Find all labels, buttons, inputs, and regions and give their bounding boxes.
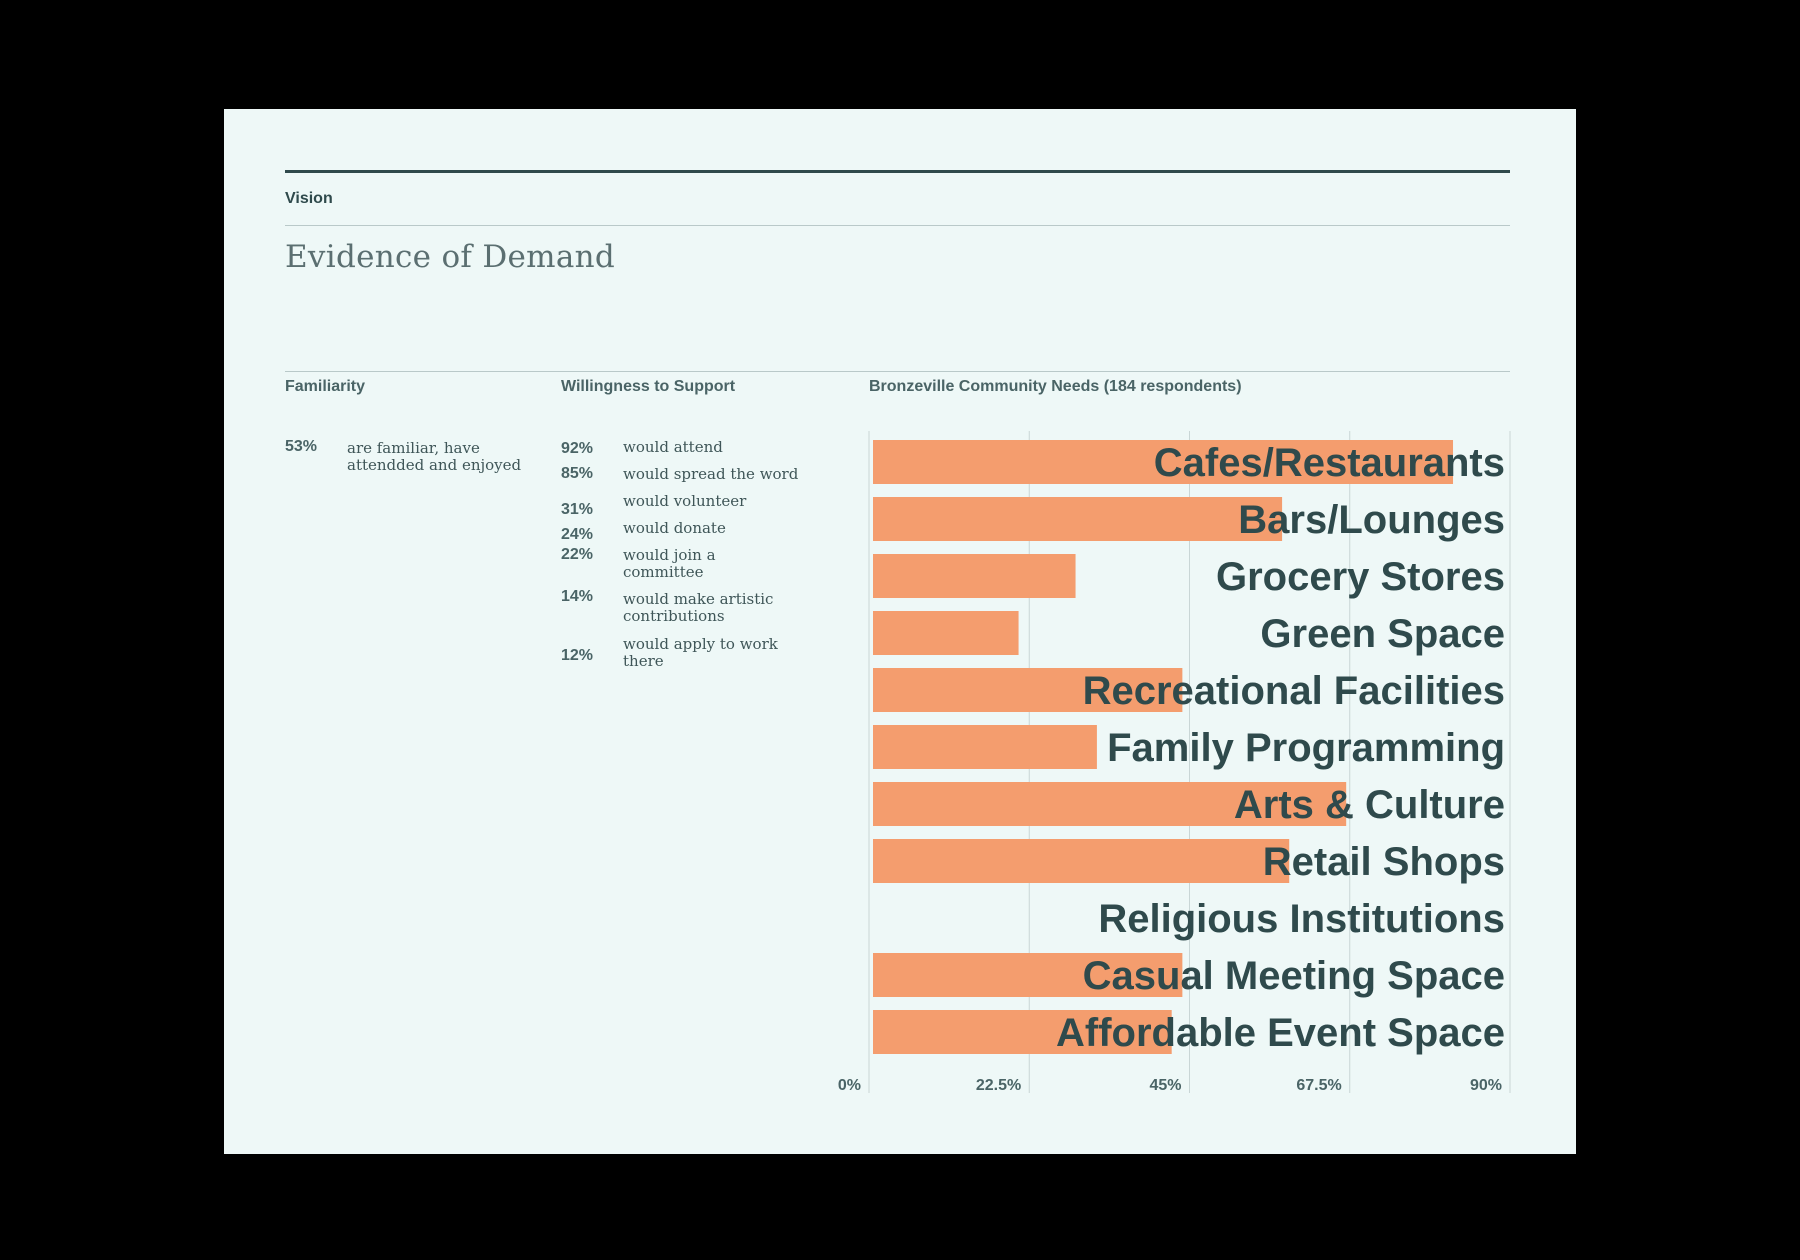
page-title: Evidence of Demand bbox=[285, 239, 616, 275]
willingness-text: would join a committee bbox=[623, 546, 716, 581]
familiarity-text: are familiar, have attendded and enjoyed bbox=[347, 439, 522, 474]
tick-label: 0% bbox=[838, 1077, 861, 1094]
willingness-pct: 22% bbox=[561, 546, 594, 563]
category-label: Recreational Facilities bbox=[1083, 669, 1505, 713]
chart-title: Bronzeville Community Needs (184 respond… bbox=[869, 378, 1242, 395]
willingness-text: would attend bbox=[623, 438, 723, 456]
bar bbox=[873, 611, 1019, 655]
willingness-pct: 12% bbox=[561, 647, 594, 664]
tick-label: 22.5% bbox=[976, 1077, 1021, 1094]
bar bbox=[873, 839, 1290, 883]
willingness-pct: 85% bbox=[561, 465, 594, 482]
familiarity-heading: Familiarity bbox=[285, 378, 366, 395]
bar bbox=[873, 440, 1454, 484]
willingness-pct: 92% bbox=[561, 440, 594, 457]
category-label: Arts & Culture bbox=[1234, 783, 1505, 827]
bar bbox=[873, 497, 1283, 541]
top-rule bbox=[285, 170, 1510, 173]
tick-label: 90% bbox=[1470, 1077, 1502, 1094]
bar bbox=[873, 782, 1347, 826]
columns-rule bbox=[285, 371, 1510, 372]
tick-label: 67.5% bbox=[1296, 1077, 1341, 1094]
familiarity-pct: 53% bbox=[285, 438, 318, 455]
category-label: Green Space bbox=[1260, 612, 1505, 656]
willingness-pct: 31% bbox=[561, 501, 594, 518]
bar bbox=[873, 554, 1076, 598]
bar bbox=[873, 1010, 1172, 1054]
bar bbox=[873, 953, 1183, 997]
willingness-text: would make artistic contributions bbox=[623, 590, 774, 625]
section-label: Vision bbox=[285, 190, 333, 207]
category-label: Bars/Lounges bbox=[1238, 498, 1505, 542]
bar bbox=[873, 725, 1097, 769]
bar bbox=[873, 668, 1183, 712]
category-label: Family Programming bbox=[1107, 726, 1505, 770]
tick-label: 45% bbox=[1149, 1077, 1181, 1094]
willingness-text: would apply to work there bbox=[623, 635, 778, 670]
report-page: Vision Evidence of Demand Familiarity Wi… bbox=[224, 109, 1576, 1154]
willingness-text: would spread the word bbox=[623, 465, 799, 483]
community-needs-chart: Cafes/Restaurants Bars/Lounges Grocery Sto… bbox=[838, 431, 1511, 1094]
willingness-pct: 24% bbox=[561, 526, 594, 543]
category-label: Cafes/Restaurants bbox=[1154, 441, 1505, 485]
category-label: Affordable Event Space bbox=[1056, 1011, 1505, 1055]
willingness-text: would donate bbox=[623, 519, 726, 537]
category-label: Casual Meeting Space bbox=[1083, 954, 1505, 998]
category-label: Religious Institutions bbox=[1098, 897, 1505, 941]
category-label: Retail Shops bbox=[1263, 840, 1505, 884]
willingness-heading: Willingness to Support bbox=[561, 378, 736, 395]
category-label: Grocery Stores bbox=[1216, 555, 1505, 599]
willingness-pct: 14% bbox=[561, 588, 594, 605]
header-rule bbox=[285, 225, 1510, 226]
willingness-text: would volunteer bbox=[623, 492, 747, 510]
